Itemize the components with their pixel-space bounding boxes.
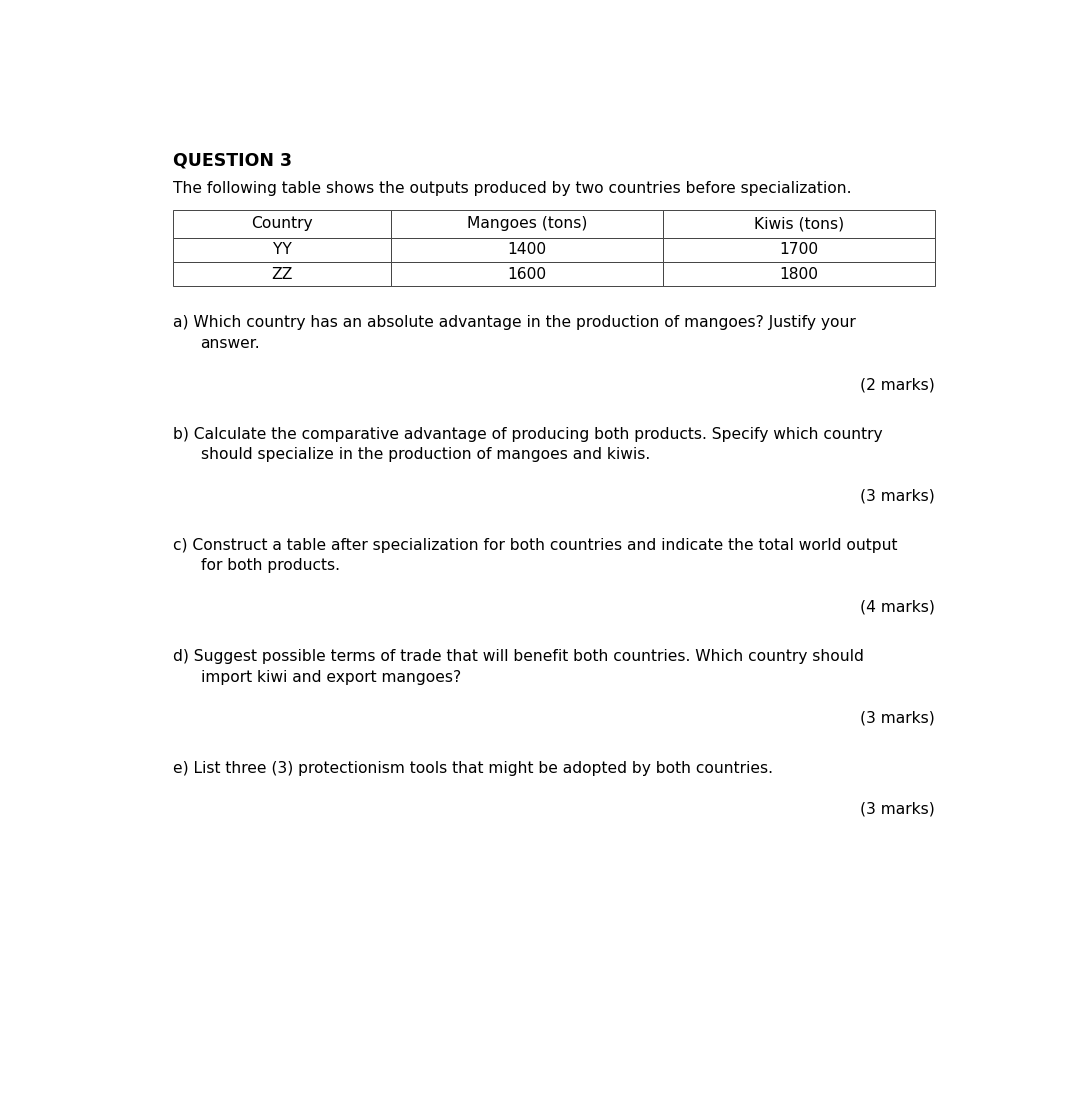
Text: 1600: 1600 bbox=[507, 266, 546, 282]
Text: (4 marks): (4 marks) bbox=[861, 599, 935, 615]
Bar bbox=[174, 262, 391, 286]
Text: d) Suggest possible terms of trade that will benefit both countries. Which count: d) Suggest possible terms of trade that … bbox=[174, 650, 865, 664]
Text: Mangoes (tons): Mangoes (tons) bbox=[466, 216, 587, 231]
Bar bbox=[391, 209, 663, 238]
Text: (3 marks): (3 marks) bbox=[861, 711, 935, 726]
Text: (2 marks): (2 marks) bbox=[861, 377, 935, 392]
Text: 1700: 1700 bbox=[780, 243, 819, 257]
Text: (3 marks): (3 marks) bbox=[861, 489, 935, 503]
Bar bbox=[663, 209, 935, 238]
Bar bbox=[663, 262, 935, 286]
Text: ZZ: ZZ bbox=[272, 266, 293, 282]
Text: The following table shows the outputs produced by two countries before specializ: The following table shows the outputs pr… bbox=[174, 181, 852, 196]
Text: for both products.: for both products. bbox=[200, 558, 340, 574]
Text: QUESTION 3: QUESTION 3 bbox=[174, 152, 293, 170]
Text: Kiwis (tons): Kiwis (tons) bbox=[754, 216, 845, 231]
Text: b) Calculate the comparative advantage of producing both products. Specify which: b) Calculate the comparative advantage o… bbox=[174, 427, 883, 442]
Text: a) Which country has an absolute advantage in the production of mangoes? Justify: a) Which country has an absolute advanta… bbox=[174, 315, 856, 331]
Text: 1800: 1800 bbox=[780, 266, 819, 282]
Text: YY: YY bbox=[273, 243, 292, 257]
Text: e) List three (3) protectionism tools that might be adopted by both countries.: e) List three (3) protectionism tools th… bbox=[174, 760, 773, 776]
Text: Country: Country bbox=[251, 216, 313, 231]
Text: c) Construct a table after specialization for both countries and indicate the to: c) Construct a table after specializatio… bbox=[174, 538, 898, 553]
Bar bbox=[391, 262, 663, 286]
Text: should specialize in the production of mangoes and kiwis.: should specialize in the production of m… bbox=[200, 447, 650, 462]
Text: answer.: answer. bbox=[200, 335, 260, 351]
Bar bbox=[174, 238, 391, 262]
Bar bbox=[391, 238, 663, 262]
Text: import kiwi and export mangoes?: import kiwi and export mangoes? bbox=[200, 670, 461, 684]
Text: (3 marks): (3 marks) bbox=[861, 802, 935, 817]
Bar bbox=[663, 238, 935, 262]
Bar bbox=[174, 209, 391, 238]
Text: 1400: 1400 bbox=[507, 243, 546, 257]
